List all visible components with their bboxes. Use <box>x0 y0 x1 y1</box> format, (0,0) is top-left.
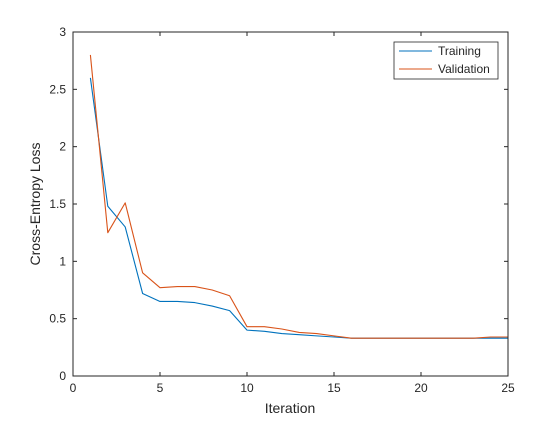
series-line-validation <box>89 54 508 339</box>
x-tick-label: 0 <box>70 381 77 395</box>
legend: Training Validation <box>393 41 499 80</box>
y-tick-label: 2 <box>59 140 66 154</box>
legend-label-validation: Validation <box>438 62 490 76</box>
legend-label-training: Training <box>438 44 481 58</box>
x-tick-label: 5 <box>157 381 164 395</box>
y-tick-label: 0 <box>59 369 66 383</box>
y-axis-label: Cross-Entropy Loss <box>27 143 43 266</box>
x-axis-label: Iteration <box>265 400 316 416</box>
plot-background <box>73 32 508 376</box>
y-tick-label: 1 <box>59 254 66 268</box>
x-tick-label: 25 <box>501 381 515 395</box>
x-tick-label: 10 <box>240 381 254 395</box>
y-tick-label: 1.5 <box>49 197 66 211</box>
x-tick-label: 20 <box>414 381 428 395</box>
y-tick-label: 0.5 <box>49 312 66 326</box>
tick-layer: 0 5 10 15 20 25 0 0.5 1 1.5 2 2.5 3 <box>49 25 515 395</box>
y-tick-label: 2.5 <box>49 82 66 96</box>
y-tick-label: 3 <box>59 25 66 39</box>
x-tick-label: 15 <box>327 381 341 395</box>
legend-box <box>393 41 499 80</box>
series-layer <box>89 54 508 339</box>
